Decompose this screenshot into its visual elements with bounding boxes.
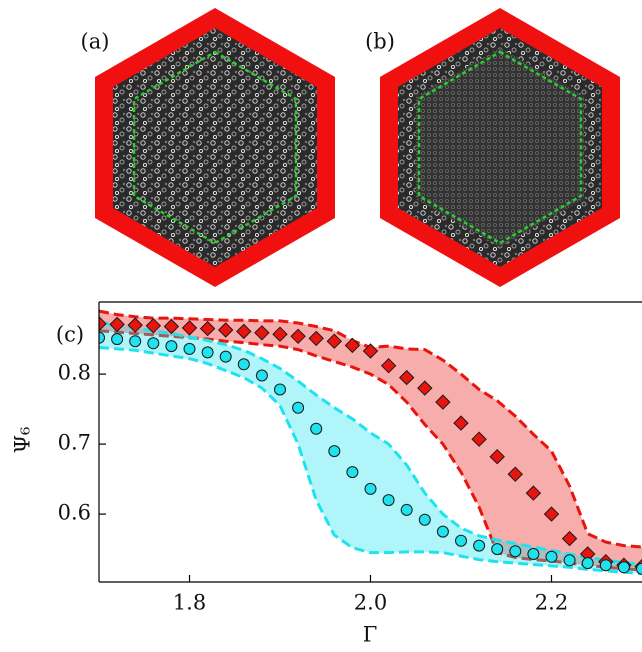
- panel-label: (c): [56, 323, 84, 347]
- x-axis-label: Γ: [363, 623, 378, 647]
- plot: (c) Γ Ψ₆ 1.8 2.0 2.2 0.6 0.7 0.8: [11, 302, 642, 647]
- panel-b: (b): [365, 8, 620, 287]
- marker: [365, 483, 376, 494]
- marker: [456, 535, 467, 546]
- marker: [492, 544, 503, 555]
- marker: [238, 359, 249, 370]
- marker: [130, 336, 141, 347]
- marker: [437, 526, 448, 537]
- marker: [184, 343, 195, 354]
- marker: [220, 351, 231, 362]
- marker: [256, 370, 267, 381]
- marker: [112, 334, 123, 345]
- y-tick-label: 0.6: [58, 501, 91, 525]
- panel-a: (a): [81, 8, 335, 287]
- marker: [166, 341, 177, 352]
- marker: [293, 402, 304, 413]
- marker: [275, 384, 286, 395]
- marker: [510, 546, 521, 557]
- marker: [401, 504, 412, 515]
- marker: [202, 347, 213, 358]
- marker: [329, 446, 340, 457]
- panel-label: (b): [365, 30, 395, 54]
- marker: [419, 514, 430, 525]
- marker: [474, 540, 485, 551]
- plot-data: [92, 311, 642, 574]
- x-tick-label: 1.8: [173, 591, 206, 615]
- marker: [347, 467, 358, 478]
- y-axis-label: Ψ₆: [11, 427, 35, 454]
- marker: [383, 495, 394, 506]
- marker: [564, 555, 575, 566]
- marker: [618, 562, 629, 573]
- marker: [311, 423, 322, 434]
- y-tick-label: 0.8: [58, 361, 91, 385]
- figure: (a) (b) (c) Γ Ψ₆ 1.8 2.0 2.2 0.6 0.7 0.8: [0, 0, 642, 652]
- figure-canvas: (a) (b) (c) Γ Ψ₆ 1.8 2.0 2.2 0.6 0.7 0.8: [0, 0, 642, 652]
- x-tick-label: 2.0: [354, 591, 387, 615]
- marker: [148, 338, 159, 349]
- panel-label: (a): [81, 30, 110, 54]
- y-tick-label: 0.7: [58, 431, 91, 455]
- x-tick-label: 2.2: [535, 591, 568, 615]
- marker: [582, 558, 593, 569]
- marker: [528, 549, 539, 560]
- marker: [546, 551, 557, 562]
- marker: [600, 560, 611, 571]
